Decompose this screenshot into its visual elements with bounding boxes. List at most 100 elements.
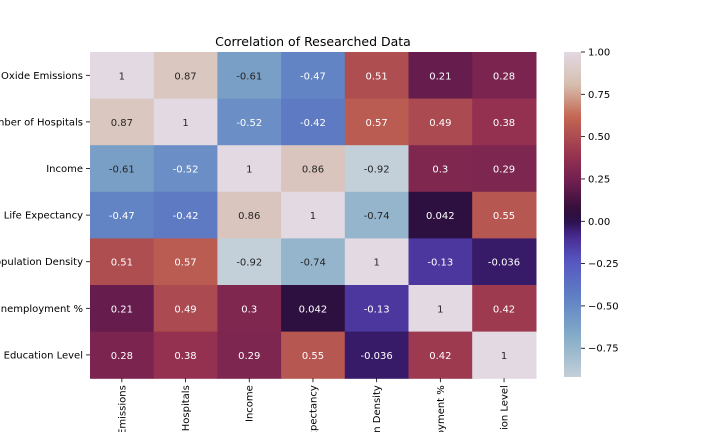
cell-value-label: -0.42 [300, 118, 326, 129]
cell-value-label: 0.55 [493, 211, 515, 222]
cell-value-label: 0.86 [302, 165, 324, 176]
cell-value-label: 0.49 [429, 118, 451, 129]
column-label: ion Level [500, 385, 511, 430]
heatmap-cell [153, 52, 218, 100]
row-label: opulation Density [0, 257, 83, 268]
heatmap-cell [472, 52, 537, 100]
cell-value-label: 0.38 [493, 118, 515, 129]
heatmap-cell [217, 52, 282, 100]
cell-value-label: 0.042 [426, 211, 455, 222]
cell-value-label: -0.52 [236, 118, 262, 129]
cell-value-label: 1 [119, 71, 125, 82]
heatmap-cell [217, 98, 282, 146]
heatmap-cell [153, 331, 218, 379]
cell-value-label: -0.74 [364, 211, 390, 222]
cell-value-label: 0.51 [366, 71, 388, 82]
cell-value-label: 0.51 [111, 258, 133, 269]
cell-value-label: -0.61 [236, 71, 262, 82]
cell-value-label: 0.28 [493, 71, 515, 82]
heatmap-cell [281, 285, 346, 333]
heatmap-cell [344, 191, 410, 239]
column-label: oyment % [436, 385, 447, 432]
heatmap-cell [153, 98, 218, 146]
cell-value-label: 0.042 [299, 304, 328, 315]
cell-value-label: 0.21 [111, 304, 133, 315]
cell-value-label: -0.52 [173, 165, 199, 176]
row-label: Life Expectancy [4, 211, 83, 222]
heatmap-cell [217, 238, 282, 286]
cell-value-label: 0.86 [238, 211, 260, 222]
heatmap-cell [90, 52, 155, 100]
heatmap-cell [281, 191, 346, 239]
heatmap-cell [217, 145, 282, 193]
colorbar-tick-label: −0.50 [588, 301, 619, 312]
cell-value-label: 0.42 [429, 351, 451, 362]
colorbar-tick-label: −0.25 [588, 259, 619, 270]
cell-value-label: 1 [373, 258, 379, 269]
cell-value-label: -0.036 [361, 351, 393, 362]
colorbar-tick-label: 1.00 [588, 48, 610, 59]
colorbar: 1.00 0.75 0.50 0.25 0.00 −0.25 −0.50 −0.75 [564, 48, 619, 377]
row-label: Income [46, 164, 83, 175]
cell-value-label: 0.42 [493, 304, 515, 315]
cell-value-label: -0.13 [364, 304, 390, 315]
cell-value-label: 0.55 [302, 351, 324, 362]
heatmap-cell [153, 145, 218, 193]
cell-value-label: 1 [182, 118, 188, 129]
cell-value-label: 0.57 [366, 118, 388, 129]
cell-value-label: 0.29 [238, 351, 260, 362]
heatmap-cell-labels: 1 0.87 -0.61 -0.47 0.51 0.21 0.28 0.87 1 -0.52 -0.… [109, 71, 520, 362]
cell-value-label: 1 [246, 165, 252, 176]
row-label: Oxide Emissions [1, 71, 83, 82]
heatmap-cell [90, 331, 155, 379]
heatmap-cells [90, 52, 537, 379]
cell-value-label: 0.21 [429, 71, 451, 82]
cell-value-label: 1 [310, 211, 316, 222]
row-labels: Oxide Emissions mber of Hospitals Income Li… [0, 71, 90, 361]
heatmap-cell [408, 98, 473, 146]
heatmap-cell [344, 52, 410, 100]
cell-value-label: -0.036 [488, 258, 520, 269]
colorbar-gradient [564, 52, 581, 377]
heatmap-cell [472, 191, 537, 239]
heatmap-cell [408, 191, 473, 239]
heatmap-cell [90, 191, 155, 239]
column-label: Emissions [117, 385, 128, 432]
heatmap-cell [281, 98, 346, 146]
cell-value-label: -0.74 [300, 258, 326, 269]
heatmap-cell [408, 52, 473, 100]
cell-value-label: -0.61 [109, 165, 135, 176]
colorbar-tick-label: 0.00 [588, 217, 610, 228]
cell-value-label: 0.3 [432, 165, 448, 176]
heatmap-cell [408, 285, 473, 333]
column-label: Hospitals [181, 385, 192, 431]
cell-value-label: 0.38 [174, 351, 196, 362]
column-label: n Density [372, 385, 383, 432]
heatmap-cell [217, 191, 282, 239]
heatmap-cell [344, 238, 410, 286]
heatmap-cell [217, 331, 282, 379]
cell-value-label: 0.28 [111, 351, 133, 362]
cell-value-label: 0.49 [174, 304, 196, 315]
cell-value-label: -0.42 [173, 211, 199, 222]
cell-value-label: 0.57 [174, 258, 196, 269]
heatmap-cell [472, 331, 537, 379]
colorbar-tick-label: 0.25 [588, 174, 610, 185]
heatmap-cell [281, 145, 346, 193]
column-label: Income [245, 385, 256, 422]
chart-title: Correlation of Researched Data [215, 34, 411, 49]
cell-value-label: 1 [501, 351, 507, 362]
heatmap-cell [472, 238, 537, 286]
column-label: Expectancy [308, 385, 319, 432]
colorbar-tick-label: 0.50 [588, 132, 610, 143]
heatmap-cell [217, 285, 282, 333]
cell-value-label: 0.3 [241, 304, 257, 315]
heatmap-cell [153, 238, 218, 286]
row-label: Inemployment % [0, 304, 83, 315]
heatmap-cell [408, 238, 473, 286]
heatmap-cell [90, 145, 155, 193]
heatmap-cell [344, 285, 410, 333]
colorbar-tick-label: −0.75 [588, 344, 619, 355]
heatmap-cell [408, 331, 473, 379]
